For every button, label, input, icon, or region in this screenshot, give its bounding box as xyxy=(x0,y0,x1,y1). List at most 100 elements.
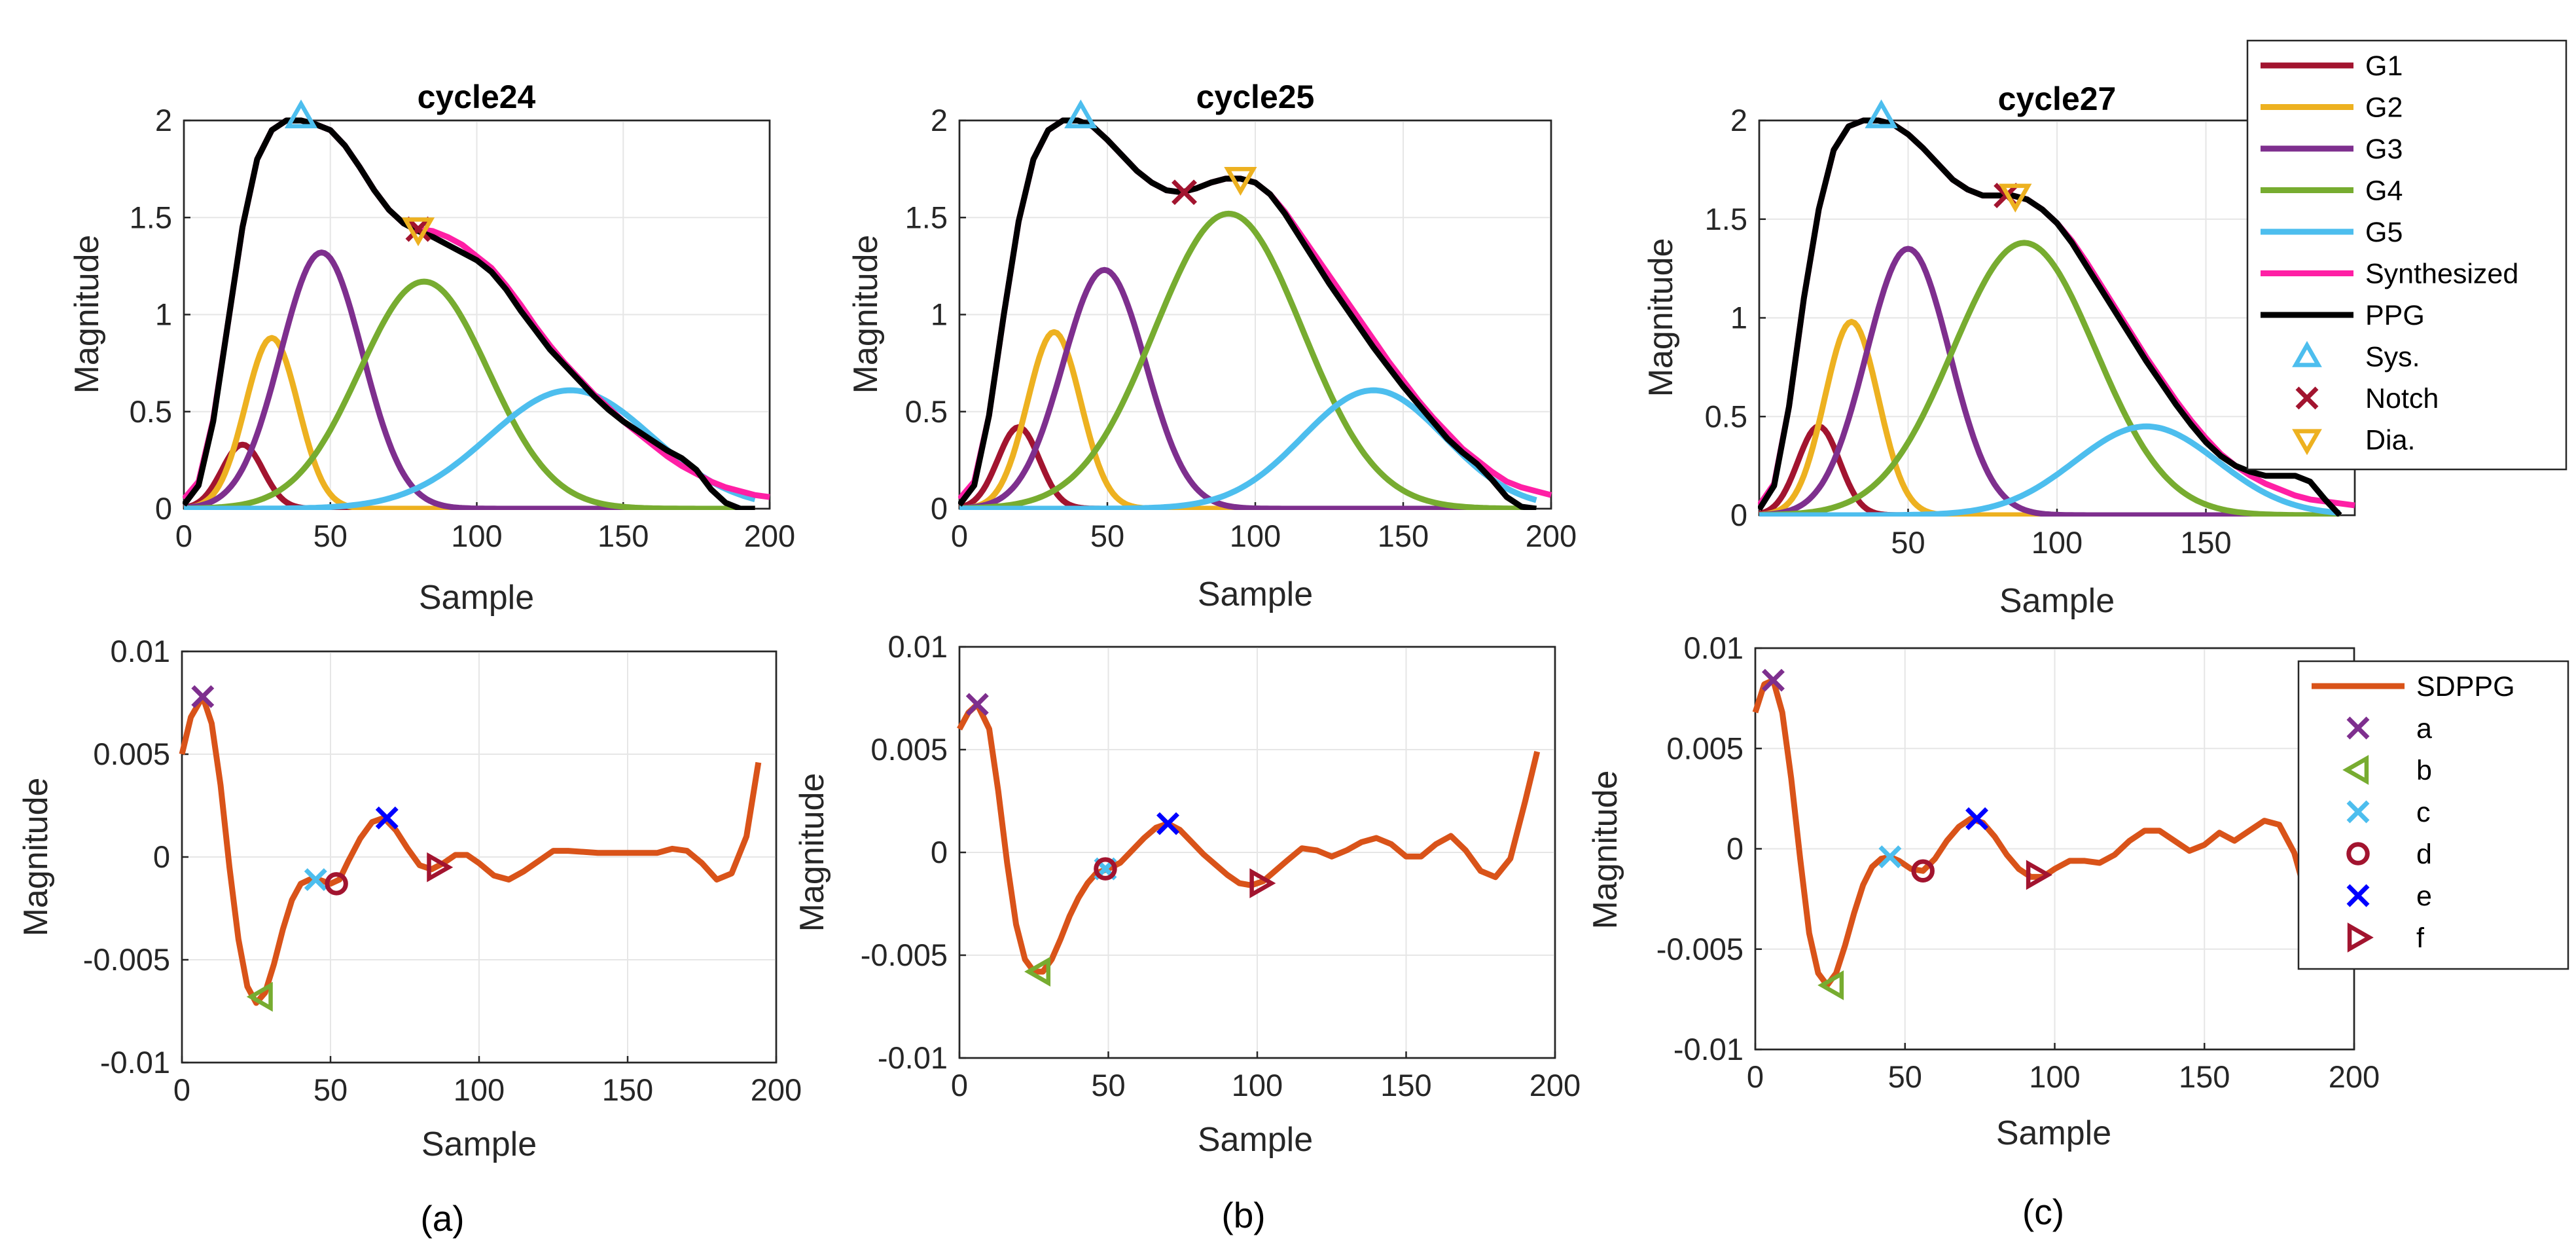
marker-d xyxy=(1094,857,1117,881)
legend-marker-notch xyxy=(2295,386,2319,410)
marker-f xyxy=(1249,868,1276,898)
y-tick-label: 0.005 xyxy=(93,737,170,771)
legend-top: G1 G2 G3 G4 G5 Synthesized PPG Sys. Notch Dia. xyxy=(2246,39,2567,471)
xlabel-top-b: Sample xyxy=(1198,575,1313,613)
series-ppg xyxy=(183,117,755,510)
y-tick-label: 0 xyxy=(931,835,948,869)
xlabel-bottom-a: Sample xyxy=(421,1125,537,1163)
legend-marker-e xyxy=(2346,884,2370,907)
legend-label: Notch xyxy=(2365,383,2439,414)
legend-label: PPG xyxy=(2365,300,2425,331)
x-tick-label: 200 xyxy=(2329,1059,2380,1094)
caption-b: (b) xyxy=(1221,1195,1265,1235)
x-tick-label: 0 xyxy=(175,519,192,553)
y-tick-label: 0 xyxy=(931,491,948,526)
marker-dia xyxy=(401,217,435,247)
legend-marker-d xyxy=(2346,842,2370,865)
legend-label: G5 xyxy=(2365,217,2403,248)
y-tick-label: 0 xyxy=(1726,831,1744,866)
sd-axes-c: 0 50 100 150 200 -0.01 -0.005 0 0.005 0.01 xyxy=(1656,630,2380,1094)
series-sdppg xyxy=(957,701,1541,975)
legend-marker-f xyxy=(2347,922,2374,953)
x-tick-label: 100 xyxy=(1232,1068,1283,1102)
marker-notch xyxy=(1172,179,1197,206)
x-tick-label: 150 xyxy=(2179,1059,2230,1094)
y-tick-label: 1.5 xyxy=(905,200,948,234)
marker-b xyxy=(1817,970,1844,1000)
legend-label: Dia. xyxy=(2365,425,2415,456)
marker-a xyxy=(191,685,215,708)
legend-box xyxy=(2297,660,2569,970)
legend-label: Synthesized xyxy=(2365,259,2518,290)
series-g4 xyxy=(1759,240,2340,517)
x-tick-label: 100 xyxy=(2031,525,2083,560)
y-tick-label: 0.01 xyxy=(111,634,170,668)
marker-d xyxy=(325,872,348,896)
title-c: cycle27 xyxy=(1998,81,2117,117)
x-tick-label: 200 xyxy=(744,519,795,553)
x-tick-label: 50 xyxy=(313,1072,348,1107)
x-tick-label: 150 xyxy=(598,519,649,553)
x-tick-label: 150 xyxy=(1378,519,1429,553)
y-tick-label: 0 xyxy=(153,839,170,874)
x-tick-label: 200 xyxy=(751,1072,802,1107)
y-tick-label: 0.5 xyxy=(1705,399,1747,433)
panel-a: 0 50 100 150 200 0 0.5 1 1.5 2 cycle24 Sample Mag… xyxy=(17,79,802,1239)
legend-marker-sys xyxy=(2292,340,2322,367)
xlabel-top-c: Sample xyxy=(1999,582,2115,620)
ylabel-top-c: Magnitude xyxy=(1642,238,1680,397)
y-tick-label: 0.005 xyxy=(1666,731,1744,765)
legend-label: Sys. xyxy=(2365,342,2420,373)
sd-axes-a: 0 50 100 150 200 -0.01 -0.005 0 0.005 0.01 xyxy=(83,634,802,1107)
caption-a: (a) xyxy=(420,1198,464,1239)
y-tick-label: 1 xyxy=(931,297,948,332)
marker-sys xyxy=(284,99,318,128)
title-b: cycle25 xyxy=(1196,79,1315,115)
axes-frame xyxy=(958,646,1556,1059)
x-tick-label: 50 xyxy=(313,519,348,553)
marker-a xyxy=(965,693,989,716)
marker-e xyxy=(375,806,399,829)
x-tick-label: 50 xyxy=(1888,1059,1922,1094)
y-tick-label: 2 xyxy=(155,103,172,137)
legend-marker-dia xyxy=(2292,429,2322,456)
series-ppg xyxy=(1758,117,2342,517)
x-tick-label: 0 xyxy=(951,519,968,553)
x-tick-label: 200 xyxy=(1526,519,1577,553)
marker-sys xyxy=(1064,99,1098,128)
legend-label: G1 xyxy=(2365,50,2403,82)
marker-b xyxy=(1024,956,1051,987)
y-tick-label: 2 xyxy=(1730,103,1747,137)
y-tick-label: 1.5 xyxy=(130,200,172,234)
marker-c xyxy=(1878,845,1902,869)
y-tick-label: -0.01 xyxy=(1673,1032,1744,1066)
marker-f xyxy=(2026,860,2052,890)
x-tick-label: 50 xyxy=(1090,519,1124,553)
x-tick-label: 100 xyxy=(2029,1059,2080,1094)
x-tick-label: 50 xyxy=(1891,525,1925,560)
y-tick-label: -0.01 xyxy=(878,1040,948,1075)
x-tick-label: 100 xyxy=(454,1072,505,1107)
sd-axes-b: 0 50 100 150 200 -0.01 -0.005 0 0.005 0.01 xyxy=(861,629,1581,1102)
legend-marker-c xyxy=(2346,800,2370,824)
y-tick-label: 1 xyxy=(155,297,172,332)
series-g5 xyxy=(1759,423,2340,517)
y-tick-label: 0.01 xyxy=(888,629,948,664)
marker-c xyxy=(304,868,327,892)
marker-d xyxy=(1911,859,1935,883)
y-tick-label: 0 xyxy=(1730,498,1747,532)
marker-a xyxy=(1761,668,1785,692)
xlabel-top-a: Sample xyxy=(419,579,534,617)
panel-b: 0 50 100 150 200 0 0.5 1 1.5 2 cycle25 Sample Mag… xyxy=(793,79,1581,1235)
ylabel-top-b: Magnitude xyxy=(847,235,885,394)
ylabel-bottom-c: Magnitude xyxy=(1586,771,1624,930)
legend-label: G4 xyxy=(2365,175,2403,207)
marker-f xyxy=(427,852,454,883)
y-tick-label: 0.005 xyxy=(870,732,948,767)
axes-frame xyxy=(181,650,778,1064)
legend-label: G3 xyxy=(2365,134,2403,165)
legend-label: SDPPG xyxy=(2416,671,2515,702)
legend-box xyxy=(2246,39,2567,471)
